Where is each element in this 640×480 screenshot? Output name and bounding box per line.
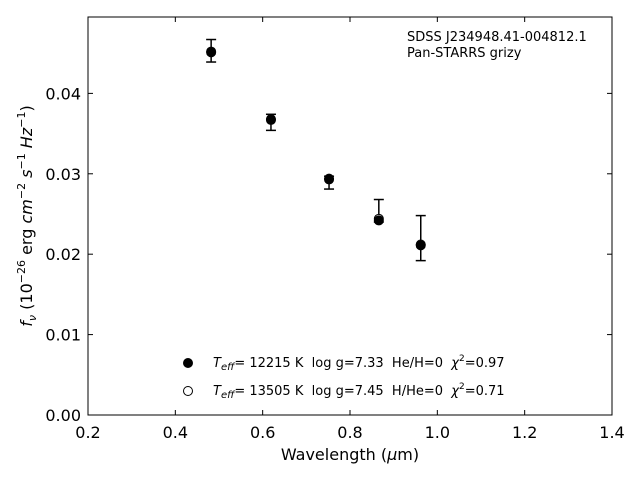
- filled-circle-point: [206, 47, 217, 58]
- error-bars: [206, 38, 426, 262]
- filled-circle-point: [373, 215, 384, 226]
- filled-circle-point: [324, 174, 335, 185]
- legend: Teff= 12215 K log g=7.33 He/H=0 χ2=0.97 …: [183, 354, 505, 401]
- x-axis-ticks: 0.2 0.4 0.6 0.8 1.0 1.2 1.4: [75, 17, 625, 442]
- plot-frame: [87, 16, 613, 416]
- data-points: [206, 46, 426, 251]
- filled-circle-point: [415, 240, 426, 251]
- x-tick-label: 0.4: [163, 423, 188, 442]
- legend-marker-open: [183, 386, 193, 396]
- y-axis-ticks: 0.00 0.01 0.02 0.03 0.04: [45, 84, 612, 425]
- y-tick-label: 0.02: [45, 245, 81, 264]
- y-tick-label: 0.01: [45, 326, 81, 345]
- y-tick-label: 0.03: [45, 165, 81, 184]
- x-tick-label: 1.4: [599, 423, 624, 442]
- x-tick-label: 0.8: [337, 423, 362, 442]
- y-tick-label: 0.00: [45, 406, 81, 425]
- object-name-annotation: SDSS J234948.41-004812.1: [407, 30, 587, 45]
- survey-annotation: Pan-STARRS grizy: [407, 46, 522, 61]
- legend-marker-filled: [183, 358, 193, 368]
- x-tick-label: 1.0: [425, 423, 450, 442]
- y-axis-label: fν (10−26 erg cm−2 s−1 Hz−1): [15, 105, 39, 326]
- x-tick-label: 1.2: [512, 423, 537, 442]
- x-axis-label: Wavelength (μm): [281, 445, 419, 464]
- x-tick-label: 0.6: [250, 423, 275, 442]
- filled-circle-point: [265, 114, 276, 125]
- legend-entry-2: Teff= 13505 K log g=7.45 H/He=0 χ2=0.71: [213, 382, 505, 401]
- x-tick-label: 0.2: [75, 423, 100, 442]
- y-tick-label: 0.04: [45, 84, 81, 103]
- legend-entry-1: Teff= 12215 K log g=7.33 He/H=0 χ2=0.97: [213, 354, 505, 373]
